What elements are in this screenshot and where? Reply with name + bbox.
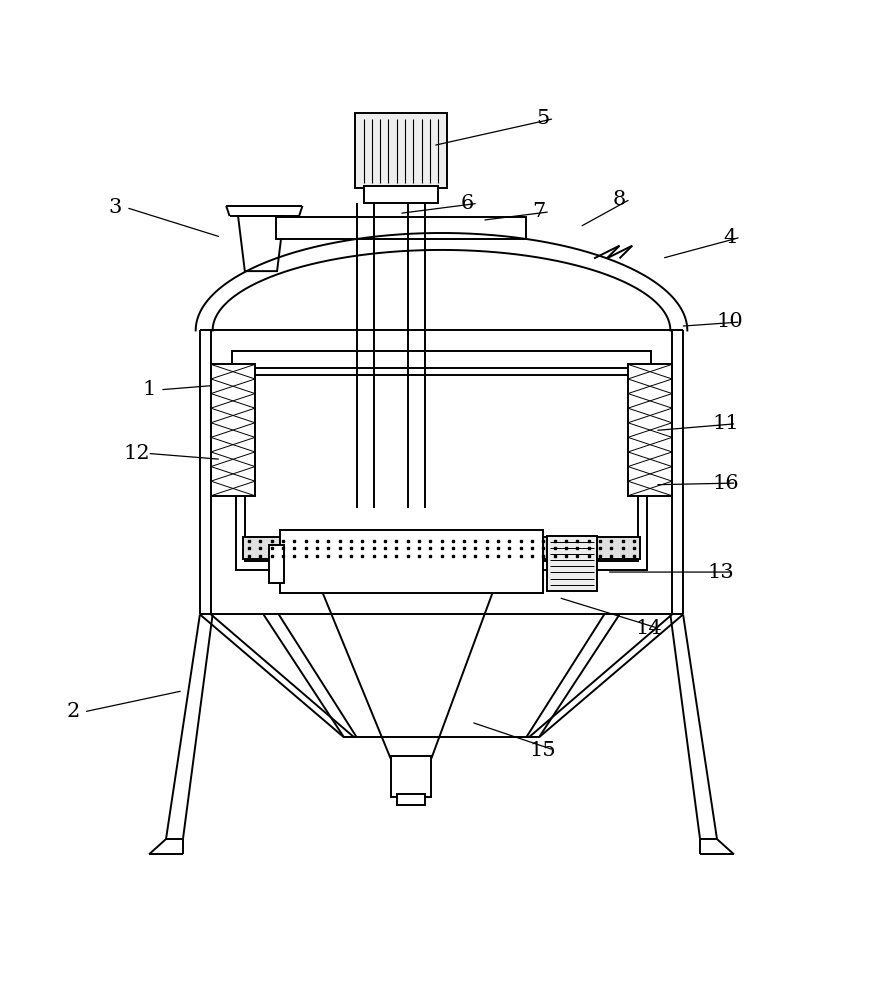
Bar [364,186,438,203]
Bar [268,545,283,583]
Text: 6: 6 [460,194,473,213]
Text: 16: 16 [713,474,739,493]
Polygon shape [238,216,283,271]
Bar [547,536,598,591]
Text: 4: 4 [723,228,736,247]
Text: 11: 11 [712,414,739,433]
Bar [355,113,447,188]
Text: 14: 14 [636,619,662,638]
Text: 1: 1 [142,380,155,399]
Bar [245,375,638,561]
Bar [628,364,672,496]
Text: 12: 12 [123,444,149,463]
Bar [397,794,425,805]
Bar [390,756,431,797]
Text: 5: 5 [537,109,550,128]
Bar [237,366,646,570]
Bar [331,521,364,542]
Bar [211,364,255,496]
Bar [276,217,526,239]
Bar [281,530,543,593]
Bar [422,521,454,542]
Text: 13: 13 [708,563,735,582]
Bar [243,537,640,559]
Bar [232,351,651,368]
Text: 15: 15 [530,741,556,760]
Text: 7: 7 [532,202,546,221]
Text: 2: 2 [66,702,79,721]
Bar [331,508,454,525]
Text: 3: 3 [109,198,122,217]
Text: 10: 10 [716,312,743,331]
Text: 8: 8 [613,190,626,209]
